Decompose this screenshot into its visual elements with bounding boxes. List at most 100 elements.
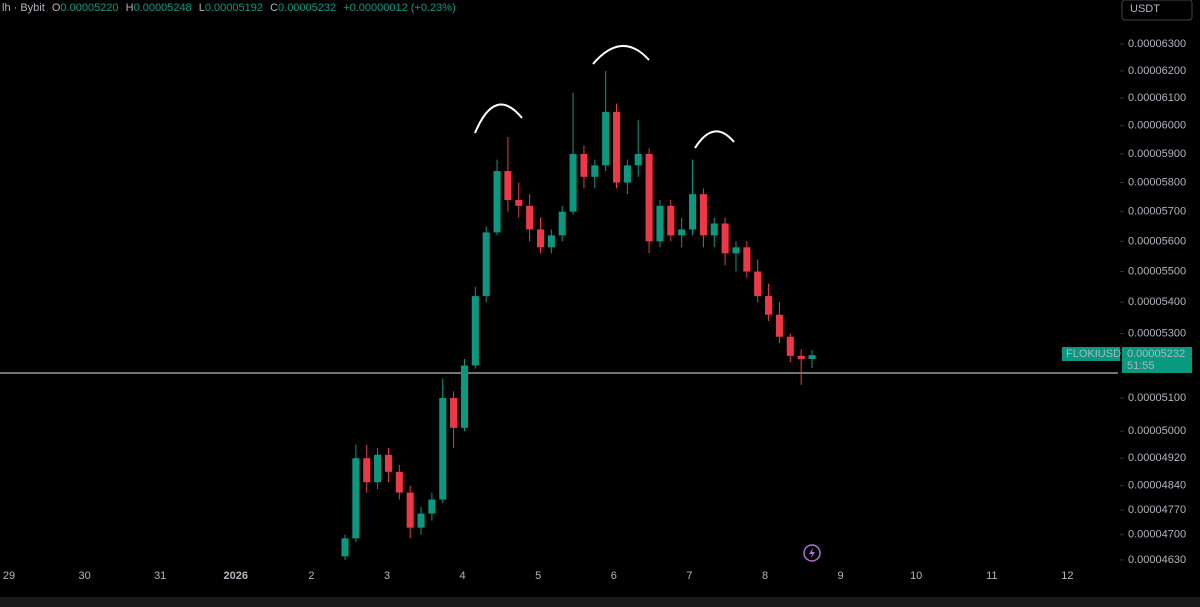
candle-body	[374, 454, 382, 483]
candle-body	[547, 235, 555, 248]
candle-body	[710, 223, 718, 236]
y-tick-label: 0.00005700	[1128, 206, 1186, 218]
drawing-arc	[592, 44, 650, 65]
candle-body	[580, 153, 588, 177]
candle-body	[797, 355, 805, 360]
candle-body	[526, 205, 534, 230]
candle-body	[721, 223, 729, 254]
candle-body	[515, 199, 523, 206]
x-tick-label: 11	[986, 570, 997, 582]
y-tick-label: 0.00006000	[1128, 120, 1186, 132]
candle-body	[460, 365, 468, 428]
low-label: L	[199, 2, 205, 14]
y-tick-label: 0.00005600	[1128, 235, 1186, 247]
alert-icon[interactable]	[803, 544, 821, 562]
y-tick-label: 0.00006300	[1128, 38, 1186, 50]
y-tick-label: 0.00005500	[1128, 265, 1186, 277]
countdown: 51:55	[1127, 360, 1155, 372]
header: lh · Bybit O0.00005220 H0.00005248 L0.00…	[2, 2, 456, 14]
open-value: 0.00005220	[60, 2, 118, 14]
bottom-bar	[0, 597, 1200, 607]
y-tick-label: 0.00004840	[1128, 480, 1186, 492]
drawing-arc	[474, 103, 523, 134]
candle-body	[363, 458, 371, 483]
x-tick-label: 30	[78, 570, 90, 582]
candle-body	[406, 492, 414, 528]
candle-body	[699, 194, 707, 236]
price-tag	[1122, 347, 1192, 373]
candle-body	[689, 194, 697, 230]
candle-body	[786, 336, 794, 356]
candle-body	[634, 153, 642, 166]
x-tick-label: 4	[460, 570, 466, 582]
x-tick-label: 10	[910, 570, 922, 582]
x-tick-label: 3	[384, 570, 390, 582]
candle-body	[743, 247, 751, 272]
y-tick-label: 0.00005800	[1128, 176, 1186, 188]
candle-body	[765, 296, 773, 315]
candle-body	[536, 229, 545, 248]
y-tick-label: 0.00005400	[1128, 296, 1186, 308]
y-tick-label: 0.00004920	[1128, 452, 1186, 464]
high-value: 0.00005248	[134, 2, 192, 14]
symbol-tag	[1062, 347, 1120, 361]
open-label: O	[52, 2, 61, 14]
candle-body	[450, 397, 458, 428]
candle-body	[667, 205, 675, 236]
candle-body	[439, 397, 447, 500]
candle-body	[754, 271, 762, 297]
y-tick-label: 0.00006200	[1128, 65, 1186, 77]
y-tick-label: 0.00005300	[1128, 327, 1186, 339]
candle-body	[732, 247, 740, 254]
candle-body	[504, 171, 512, 200]
candle-body	[384, 454, 392, 472]
symbol: lh · Bybit	[2, 2, 45, 14]
candle-body	[482, 232, 490, 297]
candle-body	[591, 165, 599, 177]
candle-body	[808, 355, 816, 360]
y-tick-label: 0.00005000	[1128, 425, 1186, 437]
candle-body	[569, 153, 577, 212]
candle-body	[493, 171, 501, 233]
x-tick-label: 8	[762, 570, 768, 582]
candle-body	[775, 314, 783, 337]
candle-body	[395, 471, 403, 493]
change: +0.00000012 (+0.23%)	[343, 2, 456, 14]
x-tick-label: 6	[611, 570, 617, 582]
y-tick-label: 0.00004630	[1128, 554, 1186, 566]
low-value: 0.00005192	[205, 2, 263, 14]
x-tick-label: 12	[1061, 570, 1073, 582]
x-tick-label: 2	[308, 570, 314, 582]
high-label: H	[126, 2, 134, 14]
y-tick-label: 0.00004770	[1128, 504, 1186, 516]
x-tick-label: 7	[686, 570, 692, 582]
alert-icon-bolt	[809, 548, 815, 558]
candle-body	[602, 111, 610, 166]
candle-body	[612, 111, 621, 183]
candle-body	[678, 229, 686, 236]
candle-body	[471, 296, 479, 366]
currency-button[interactable]	[1121, 0, 1193, 21]
candle-body	[645, 153, 653, 242]
candle-body	[623, 165, 631, 183]
symbol-tag-text: FLOKIUSDT	[1066, 348, 1128, 360]
x-tick-label: 2026	[224, 570, 248, 582]
candle-body	[341, 538, 349, 557]
currency[interactable]: USDT	[1130, 3, 1160, 15]
candle-body	[352, 458, 360, 539]
x-tick-label: 5	[535, 570, 541, 582]
candle-body	[558, 211, 566, 236]
y-tick-label: 0.00005100	[1128, 392, 1186, 404]
x-tick-label: 29	[3, 570, 15, 582]
y-tick-label: 0.00005900	[1128, 148, 1186, 160]
x-tick-label: 31	[154, 570, 166, 582]
y-tick-label: 0.00004700	[1128, 529, 1186, 541]
price-tag-text: 0.00005232	[1127, 348, 1185, 360]
y-tick-label: 0.00006100	[1128, 92, 1186, 104]
x-tick-label: 9	[838, 570, 844, 582]
candle-body	[656, 205, 664, 242]
candle-body	[417, 513, 425, 528]
candle-body	[428, 499, 436, 514]
